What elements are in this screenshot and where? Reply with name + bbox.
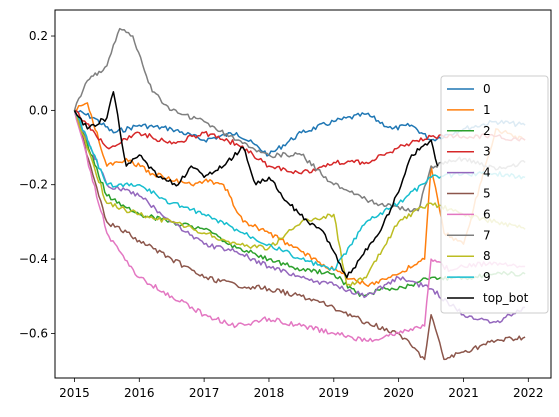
x-tick-label: 2017 — [189, 386, 220, 400]
legend-label-6: 6 — [483, 207, 491, 221]
x-tick-label: 2021 — [448, 386, 479, 400]
y-tick-label: 0.2 — [29, 29, 48, 43]
y-tick-label: 0.0 — [29, 103, 48, 117]
axes-frame — [54, 9, 552, 379]
x-tick-label: 2022 — [513, 386, 544, 400]
legend-label-top_bot: top_bot — [483, 291, 529, 305]
y-tick-label: −0.2 — [19, 178, 48, 192]
legend-box — [440, 75, 549, 314]
x-tick-label: 2018 — [254, 386, 285, 400]
y-tick-label: −0.6 — [19, 326, 48, 340]
axis-ticks: 2015 2016 2017 2018 2019 2020 2021 2022−0.6−0.4… — [19, 29, 544, 400]
x-tick-label: 2020 — [383, 386, 414, 400]
legend: 0 1 2 3 4 5 6 7 8 9 top_bot — [440, 75, 549, 314]
legend-label-2: 2 — [483, 124, 491, 138]
legend-label-1: 1 — [483, 103, 491, 117]
x-tick-label: 2019 — [319, 386, 350, 400]
series-line-5 — [73, 110, 526, 361]
x-tick-label: 2016 — [124, 386, 155, 400]
legend-label-4: 4 — [483, 166, 491, 180]
legend-label-5: 5 — [483, 187, 491, 201]
legend-label-7: 7 — [483, 228, 491, 242]
legend-label-9: 9 — [483, 270, 491, 284]
y-tick-label: −0.4 — [19, 252, 48, 266]
legend-label-0: 0 — [483, 82, 491, 96]
x-tick-label: 2015 — [59, 386, 90, 400]
legend-label-8: 8 — [483, 249, 491, 263]
series-line-top_bot — [73, 91, 439, 279]
legend-label-3: 3 — [483, 145, 491, 159]
